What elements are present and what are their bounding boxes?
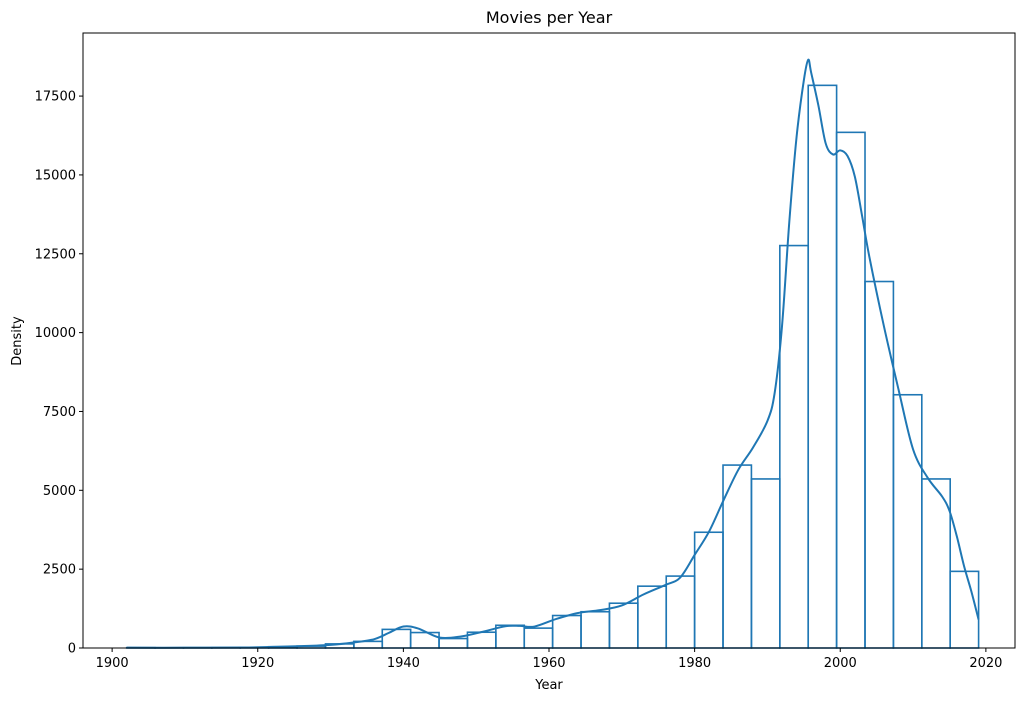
y-axis: 0 2500 5000 7500 10000 12500 15000 17500 — [35, 90, 83, 657]
y-tick-label: 17500 — [35, 90, 76, 105]
x-tick-label: 1940 — [387, 656, 420, 671]
plot-frame — [82, 32, 1016, 649]
histogram-bar — [409, 631, 440, 649]
x-tick-label: 1960 — [532, 656, 565, 671]
histogram-bar — [864, 280, 895, 649]
x-tick-label: 1900 — [96, 656, 129, 671]
y-tick-label: 0 — [68, 642, 76, 657]
x-axis: 1900 1920 1940 1960 1980 2000 2020 — [96, 648, 1002, 671]
x-axis-label: Year — [534, 678, 563, 693]
histogram-bar — [438, 637, 469, 649]
chart-title: Movies per Year — [486, 8, 613, 27]
y-axis-label: Density — [10, 316, 25, 366]
histogram-bar — [523, 627, 554, 649]
kde-layer — [126, 58, 980, 649]
x-tick-label: 1920 — [241, 656, 274, 671]
histogram-bar — [495, 624, 526, 649]
y-tick-label: 2500 — [43, 563, 76, 578]
histogram-bar — [381, 628, 412, 649]
histogram-bar — [551, 614, 582, 649]
y-tick-label: 10000 — [35, 326, 76, 341]
histogram-bar — [807, 84, 838, 649]
y-tick-label: 7500 — [43, 405, 76, 420]
x-tick-label: 2020 — [969, 656, 1002, 671]
y-tick-label: 15000 — [35, 168, 76, 183]
histogram-bar — [580, 610, 611, 649]
x-tick-label: 1980 — [678, 656, 711, 671]
histogram-bar — [608, 602, 639, 649]
y-tick-label: 5000 — [43, 484, 76, 499]
y-tick-label: 12500 — [35, 247, 76, 262]
histogram-bar — [665, 575, 696, 649]
bars-layer — [125, 84, 980, 649]
histogram-bar — [750, 478, 781, 649]
x-tick-label: 2000 — [824, 656, 857, 671]
kde-line — [126, 58, 980, 649]
histogram-bar — [949, 570, 980, 649]
